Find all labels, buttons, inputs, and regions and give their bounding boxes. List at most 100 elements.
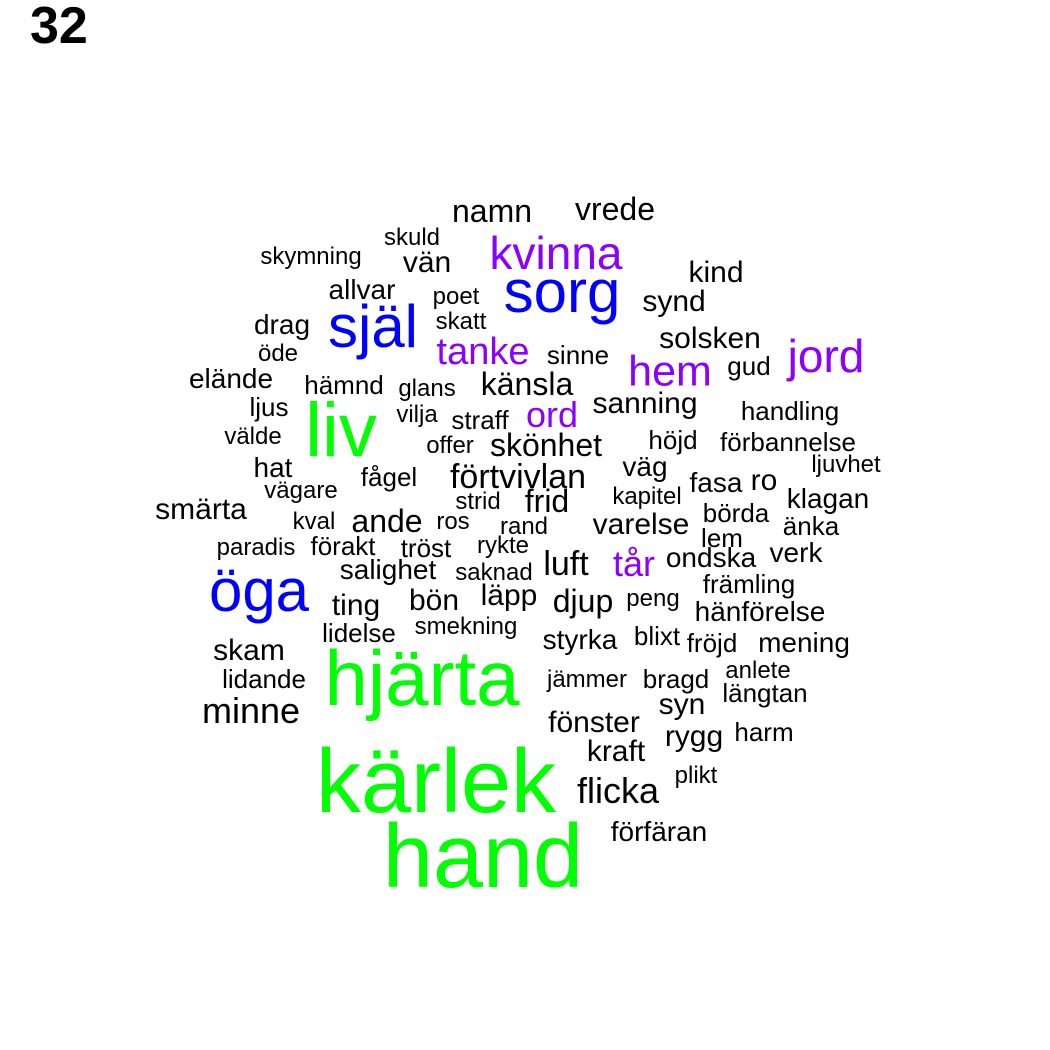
cloud-word: smärta <box>155 493 247 526</box>
cloud-word: väg <box>622 451 668 482</box>
cloud-word: allvar <box>328 274 396 305</box>
cloud-word: kärlek <box>315 732 557 832</box>
cloud-word: lidande <box>222 664 306 694</box>
cloud-word: namn <box>451 193 533 229</box>
cloud-word: rygg <box>664 720 724 753</box>
cloud-word: öga <box>208 557 310 624</box>
cloud-word: verk <box>769 537 823 568</box>
cloud-word: längtan <box>722 678 808 708</box>
cloud-word: välde <box>224 423 282 450</box>
cloud-word: ting <box>331 589 381 622</box>
cloud-word: jämmer <box>546 666 628 693</box>
panel-number: 32 <box>30 0 88 55</box>
cloud-word: djup <box>552 583 614 619</box>
cloud-word: ro <box>750 464 778 497</box>
cloud-word: kapitel <box>612 483 682 510</box>
cloud-word: hjärta <box>324 634 520 722</box>
cloud-word: synd <box>642 285 706 318</box>
cloud-word: fågel <box>360 462 418 492</box>
cloud-word: anlete <box>725 657 791 684</box>
cloud-word: saknad <box>455 559 533 586</box>
cloud-word: blixt <box>633 621 681 651</box>
cloud-word: änka <box>782 511 840 541</box>
cloud-word: ande <box>351 503 423 539</box>
cloud-word: frid <box>524 483 570 519</box>
cloud-word: styrka <box>542 624 618 655</box>
cloud-word: läpp <box>480 579 538 612</box>
cloud-word: förfäran <box>610 816 708 847</box>
cloud-word: rand <box>499 513 549 540</box>
cloud-word: hänförelse <box>694 596 826 627</box>
cloud-word: vrede <box>574 191 656 227</box>
cloud-word: skuld <box>383 224 441 251</box>
cloud-word: förtvivlan <box>449 458 587 496</box>
cloud-word: flicka <box>576 770 660 811</box>
cloud-word: luft <box>543 545 589 583</box>
cloud-word: kval <box>292 508 336 535</box>
cloud-word: sinne <box>546 340 610 370</box>
cloud-word: hat <box>253 452 293 483</box>
cloud-word: vägare <box>264 477 338 504</box>
cloud-word: förbannelse <box>720 427 856 457</box>
cloud-word: fönster <box>548 706 640 739</box>
cloud-word: hämnd <box>304 370 384 400</box>
cloud-word: liv <box>305 388 377 473</box>
cloud-word: fasa <box>689 467 743 498</box>
cloud-word: paradis <box>216 534 296 561</box>
cloud-word: poet <box>432 283 480 310</box>
cloud-word: ljuvhet <box>811 451 881 478</box>
cloud-word: drag <box>253 309 311 340</box>
cloud-word: solsken <box>659 322 761 355</box>
cloud-word: kraft <box>586 735 646 768</box>
cloud-word: harm <box>734 717 794 747</box>
cloud-word: smekning <box>414 613 518 640</box>
cloud-word: offer <box>426 432 474 459</box>
cloud-word: förakt <box>310 531 376 561</box>
cloud-word: främling <box>702 569 796 599</box>
cloud-word: öde <box>257 340 299 367</box>
cloud-word: kvinna <box>489 227 623 279</box>
cloud-word: varelse <box>592 508 690 541</box>
cloud-word: strid <box>455 488 501 515</box>
cloud-word: ljus <box>249 392 289 422</box>
cloud-word: hand <box>382 807 584 907</box>
cloud-word: kind <box>688 256 744 289</box>
cloud-word: syn <box>658 688 706 721</box>
cloud-word: salighet <box>339 554 437 585</box>
cloud-word: skymning <box>260 243 362 270</box>
cloud-word: fröjd <box>686 628 738 658</box>
cloud-word: rykte <box>476 532 530 559</box>
cloud-word: glans <box>398 375 456 402</box>
cloud-word: känsla <box>480 366 574 402</box>
cloud-word: plikt <box>674 762 718 789</box>
cloud-word: vilja <box>396 401 438 428</box>
cloud-word: bragd <box>642 664 710 694</box>
cloud-word: skönhet <box>489 427 603 463</box>
cloud-word: skatt <box>435 308 487 335</box>
cloud-word: vän <box>402 246 452 279</box>
cloud-word: ondska <box>665 542 757 573</box>
cloud-word: ros <box>436 508 470 535</box>
cloud-word: hem <box>628 347 712 396</box>
cloud-word: skam <box>213 634 285 667</box>
cloud-word: jord <box>787 330 865 382</box>
cloud-word: klagan <box>786 483 870 514</box>
cloud-word: själ <box>327 293 419 360</box>
cloud-word: sorg <box>503 258 621 325</box>
cloud-word: tanke <box>436 331 530 373</box>
cloud-word: elände <box>188 363 274 394</box>
cloud-word: ord <box>525 394 579 435</box>
cloud-word: bön <box>408 584 460 617</box>
cloud-word: börda <box>702 498 770 528</box>
cloud-word: mening <box>758 627 850 658</box>
cloud-word: gud <box>727 351 771 381</box>
cloud-word: lidelse <box>322 618 396 648</box>
cloud-word: tröst <box>400 533 452 563</box>
cloud-word: handling <box>740 396 840 426</box>
cloud-word: straff <box>451 405 509 435</box>
cloud-word: minne <box>201 690 301 731</box>
cloud-word: sanning <box>592 387 698 420</box>
cloud-word: tår <box>612 543 656 584</box>
cloud-word: peng <box>626 585 680 612</box>
